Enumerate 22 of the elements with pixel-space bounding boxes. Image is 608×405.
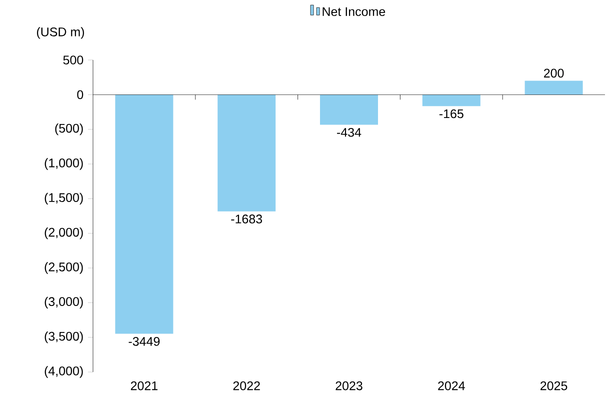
y-tick-label: (500) (55, 124, 83, 136)
data-label: -1683 (231, 214, 262, 224)
x-tick-label: 2021 (130, 381, 158, 390)
y-tick-label: 500 (63, 56, 84, 64)
data-label: -3449 (128, 337, 160, 346)
x-tick-label: 2023 (336, 381, 362, 390)
legend-label: Net Income (322, 7, 386, 16)
y-tick-label: (3,000) (44, 296, 83, 308)
y-tick-label: (3,500) (44, 332, 83, 344)
y-tick-label: (1,500) (44, 192, 83, 204)
data-label: -165 (439, 109, 464, 118)
y-tick-label: (2,500) (44, 262, 83, 274)
y-tick-label: (1,000) (44, 158, 83, 170)
y-axis-title: (USD m) (36, 27, 84, 39)
data-label: 200 (544, 68, 564, 78)
x-tick-label: 2025 (540, 381, 568, 390)
x-tick-label: 2022 (233, 381, 260, 390)
x-tick-label: 2024 (438, 381, 465, 390)
y-tick-label: (2,000) (44, 228, 83, 240)
data-label: -434 (337, 128, 362, 137)
y-tick-label: (4,000) (44, 366, 83, 378)
y-tick-label: 0 (77, 90, 84, 100)
